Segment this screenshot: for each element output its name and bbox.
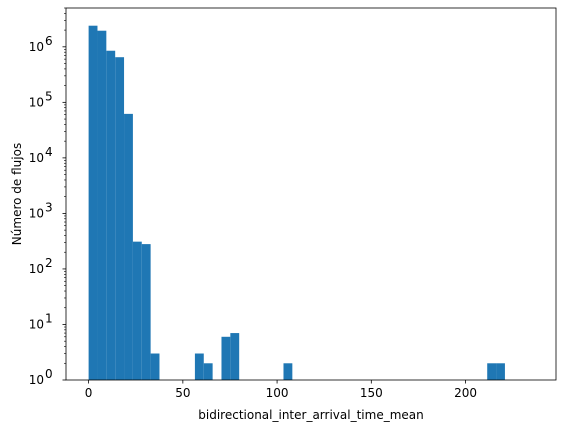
y-tick-exponent: 6 <box>45 34 53 48</box>
y-tick-label: 10 <box>29 40 44 54</box>
x-tick-label: 0 <box>85 386 93 400</box>
histogram-bar-0 <box>88 25 98 381</box>
y-tick-label: 10 <box>29 262 44 276</box>
histogram-bar-10 <box>221 336 231 380</box>
x-tick-label: 200 <box>454 386 477 400</box>
histogram-bar-3 <box>115 57 125 380</box>
histogram-bar-12 <box>283 363 293 380</box>
y-tick-label: 10 <box>29 151 44 165</box>
y-tick-exponent: 4 <box>45 145 53 159</box>
bars-group <box>88 25 505 381</box>
histogram-bar-13 <box>487 363 497 380</box>
histogram-bar-8 <box>194 353 204 380</box>
x-axis-ticks: 0 50 100 150 200 <box>85 380 477 400</box>
y-axis-label: Número de flujos <box>10 143 24 245</box>
x-tick-label: 150 <box>360 386 383 400</box>
y-tick-exponent: 0 <box>45 367 53 381</box>
y-tick-label: 10 <box>29 373 44 387</box>
x-tick-label: 50 <box>175 386 190 400</box>
x-tick-label: 100 <box>266 386 289 400</box>
histogram-bar-9 <box>203 363 213 380</box>
histogram-bar-11 <box>230 333 240 380</box>
x-axis-label: bidirectional_inter_arrival_time_mean <box>198 408 423 422</box>
histogram-bar-1 <box>97 30 107 381</box>
histogram-bar-5 <box>132 241 142 380</box>
plot-frame <box>65 7 557 381</box>
y-tick-exponent: 1 <box>45 311 53 325</box>
y-tick-exponent: 2 <box>45 256 53 270</box>
y-tick-label: 10 <box>29 95 44 109</box>
y-tick-label: 10 <box>29 317 44 331</box>
y-tick-exponent: 5 <box>45 89 53 103</box>
histogram-bar-6 <box>141 244 151 380</box>
y-tick-label: 10 <box>29 206 44 220</box>
histogram-bar-14 <box>496 363 505 380</box>
histogram-bar-4 <box>124 113 133 380</box>
y-tick-exponent: 3 <box>45 200 53 214</box>
histogram-bar-7 <box>150 353 160 380</box>
histogram-bar-2 <box>106 50 116 380</box>
